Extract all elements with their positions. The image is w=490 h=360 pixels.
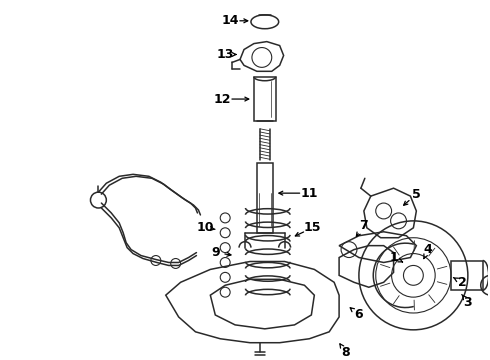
Text: 1: 1	[389, 251, 398, 264]
Text: 2: 2	[458, 276, 466, 289]
Text: 9: 9	[211, 246, 220, 259]
Text: 15: 15	[304, 221, 321, 234]
Text: 8: 8	[342, 346, 350, 359]
Text: 11: 11	[301, 186, 318, 200]
Text: 5: 5	[412, 188, 421, 201]
Text: 4: 4	[424, 243, 433, 256]
Text: 10: 10	[196, 221, 214, 234]
Text: 13: 13	[217, 48, 234, 61]
Text: 3: 3	[464, 296, 472, 309]
Text: 7: 7	[360, 219, 368, 232]
Text: 12: 12	[214, 93, 231, 105]
Text: 6: 6	[355, 309, 363, 321]
Text: 14: 14	[221, 14, 239, 27]
